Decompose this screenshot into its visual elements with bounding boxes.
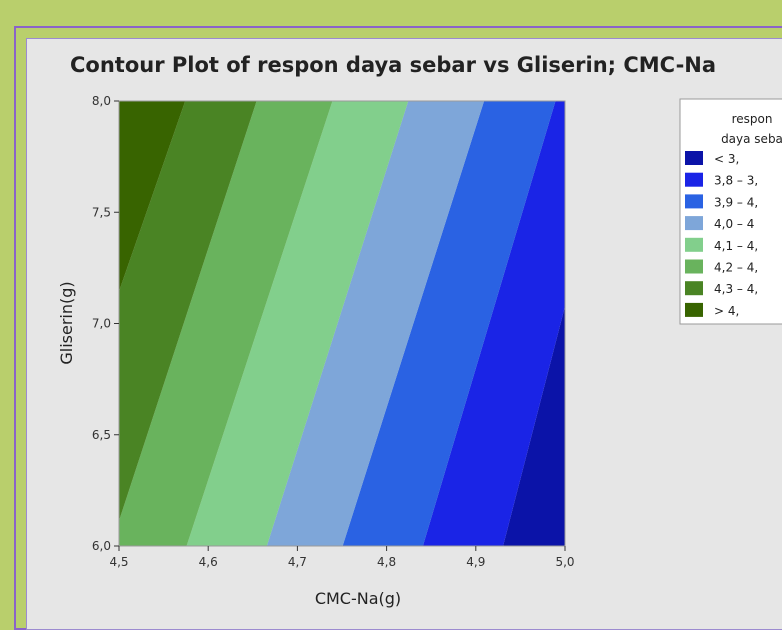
legend-title: daya seba	[721, 132, 782, 146]
legend-item-label: 3,8 – 3,	[714, 174, 758, 188]
y-tick-label: 7,0	[92, 317, 111, 331]
x-axis-label: CMC-Na(g)	[315, 589, 401, 608]
legend-item-label: 4,1 – 4,	[714, 239, 758, 253]
x-axis: 4,5 4,6 4,7 4,8 4,9 5,0	[109, 546, 575, 569]
contour-band	[119, 101, 333, 546]
legend-swatch	[685, 281, 703, 296]
contour-band	[422, 101, 565, 546]
legend-item-label: > 4,	[714, 304, 739, 318]
legend-swatch	[685, 151, 703, 165]
contour-band	[186, 101, 409, 546]
legend-swatch	[685, 216, 703, 231]
y-axis: 6,0 6,5 7,0 7,5 8,0	[92, 94, 119, 553]
y-tick-label: 6,5	[92, 428, 111, 442]
contour-band	[119, 101, 186, 292]
legend-title: respon	[732, 112, 773, 126]
legend-item-label: 4,0 – 4	[714, 217, 754, 231]
contour-band	[266, 101, 485, 546]
legend: respon daya seba < 3, 3,8 – 3, 3,9 – 4, 4,0 –…	[679, 98, 782, 325]
contour-band	[119, 101, 257, 521]
y-axis-label: Gliserin(g)	[57, 281, 76, 364]
contour-band	[503, 306, 565, 546]
legend-swatch	[685, 259, 703, 274]
x-tick-label: 4,6	[199, 555, 218, 569]
legend-swatch	[685, 172, 703, 187]
chart-title: Contour Plot of respon daya sebar vs Gli…	[70, 53, 716, 77]
legend-swatch	[685, 194, 703, 209]
legend-item-label: < 3,	[714, 152, 739, 166]
contour-band	[342, 101, 556, 546]
legend-swatch	[685, 237, 703, 252]
x-tick-label: 4,9	[466, 555, 485, 569]
contour-chart: Contour Plot of respon daya sebar vs Gli…	[57, 53, 782, 608]
y-tick-label: 7,5	[92, 205, 111, 219]
x-tick-label: 4,7	[288, 555, 307, 569]
contour-bands	[119, 101, 565, 546]
y-tick-label: 6,0	[92, 539, 111, 553]
y-tick-label: 8,0	[92, 94, 111, 108]
legend-item-label: 3,9 – 4,	[714, 195, 758, 209]
x-tick-label: 4,5	[109, 555, 128, 569]
plot-area	[118, 100, 566, 547]
x-tick-label: 4,8	[377, 555, 396, 569]
legend-item-label: 4,2 – 4,	[714, 261, 758, 275]
x-tick-label: 5,0	[555, 555, 574, 569]
legend-swatch	[685, 302, 703, 317]
legend-item-label: 4,3 – 4,	[714, 282, 758, 296]
